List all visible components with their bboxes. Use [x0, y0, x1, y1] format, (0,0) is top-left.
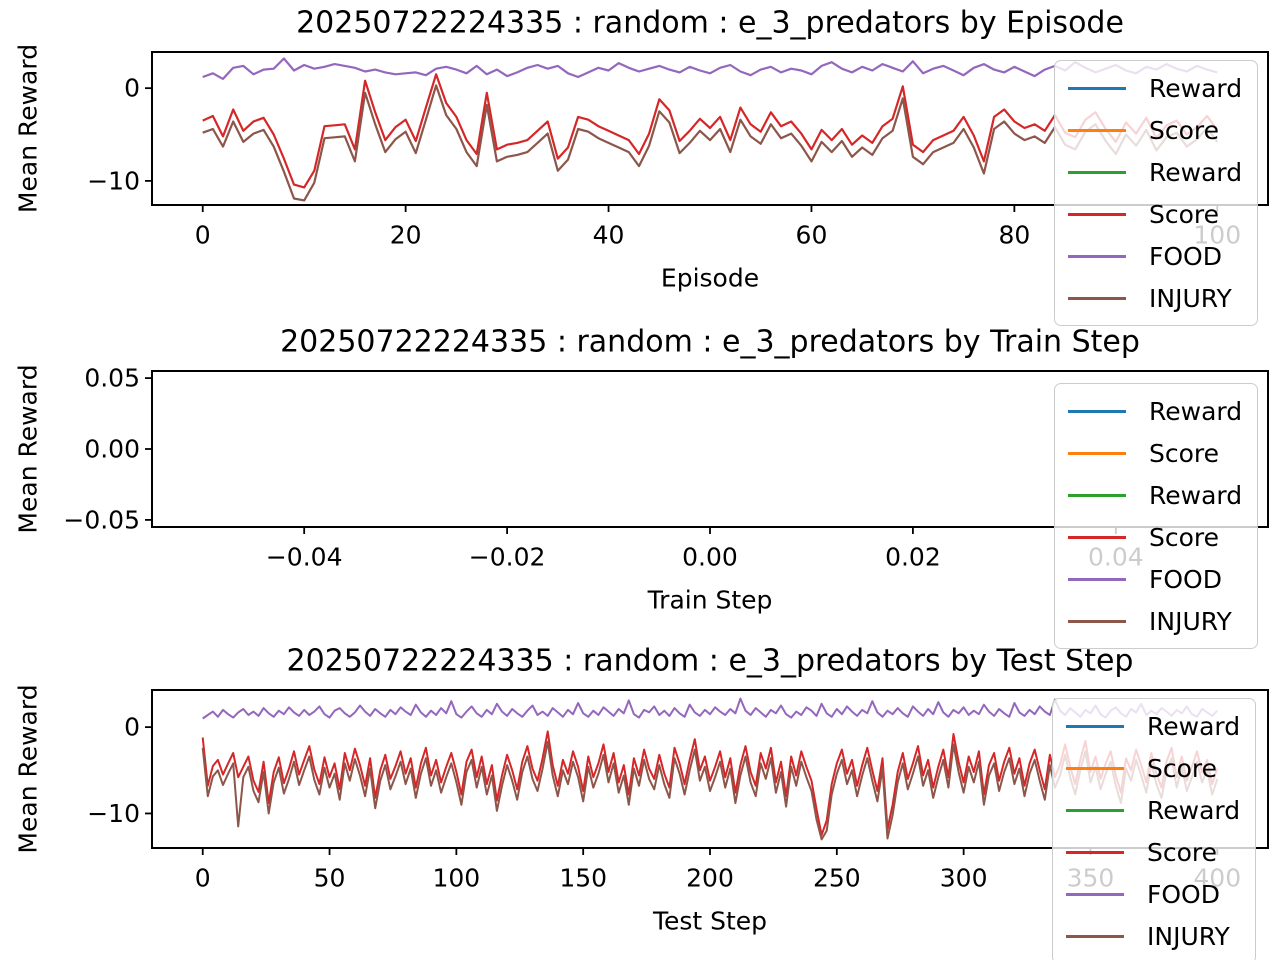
legend-label: Reward: [1149, 396, 1243, 426]
legend-line-sample-green: [1068, 493, 1126, 497]
legend-line-sample-orange: [1068, 451, 1126, 455]
x-tick-label: −0.04: [266, 543, 343, 572]
legend-item-reward: Reward: [1055, 474, 1257, 516]
y-tick-label: 0: [124, 74, 140, 103]
legend-line-sample-brown: [1068, 619, 1126, 623]
legend-line-sample-blue: [1068, 409, 1126, 413]
legend-item-score: Score: [1055, 193, 1257, 235]
legend-label: FOOD: [1149, 241, 1222, 271]
chart-title: 20250722224335 : random : e_3_predators …: [280, 325, 1140, 360]
legend-line-sample-red: [1068, 535, 1126, 539]
legend-line-sample-orange: [1068, 128, 1126, 132]
legend-item-reward: Reward: [1055, 67, 1257, 109]
x-tick-label: 0: [195, 221, 211, 250]
legend-line-sample-red: [1068, 212, 1126, 216]
x-tick-label: 0.00: [682, 543, 738, 572]
legend-label: Score: [1147, 753, 1218, 783]
chart-title: 20250722224335 : random : e_3_predators …: [296, 6, 1124, 41]
legend-line-sample-green: [1066, 808, 1124, 812]
by-train-step-legend: Reward Score Reward Score FOOD INJURY: [1054, 383, 1258, 649]
x-tick-label: 40: [593, 221, 625, 250]
legend-label: Reward: [1147, 795, 1241, 825]
legend-label: Reward: [1147, 711, 1241, 741]
legend-label: Reward: [1149, 157, 1243, 187]
legend-line-sample-red: [1066, 850, 1124, 854]
series-line-food: [202, 57, 1218, 81]
series-line-injury: [201, 740, 1219, 841]
x-tick-label: 250: [813, 864, 861, 893]
x-axis-label: Test Step: [652, 907, 767, 936]
y-tick-label: −0.05: [63, 505, 140, 534]
legend-item-score: Score: [1053, 831, 1255, 873]
by-test-step-legend: Reward Score Reward Score FOOD INJURY: [1052, 698, 1256, 960]
x-tick-label: 80: [998, 221, 1030, 250]
legend-item-reward: Reward: [1053, 789, 1255, 831]
x-axis-label: Train Step: [647, 586, 773, 615]
legend-label: INJURY: [1147, 921, 1230, 951]
legend-item-injury: INJURY: [1053, 915, 1255, 957]
legend-label: Score: [1147, 837, 1218, 867]
y-tick-label: 0.00: [84, 435, 140, 464]
legend-line-sample-brown: [1066, 934, 1124, 938]
x-tick-label: 50: [314, 864, 346, 893]
legend-line-sample-purple: [1068, 577, 1126, 581]
y-tick-label: −10: [87, 166, 140, 195]
x-tick-label: 100: [433, 864, 481, 893]
chart-title: 20250722224335 : random : e_3_predators …: [287, 644, 1134, 679]
legend-label: Score: [1149, 522, 1220, 552]
legend-line-sample-green: [1068, 170, 1126, 174]
x-tick-label: 0: [195, 864, 211, 893]
legend-label: FOOD: [1149, 564, 1222, 594]
y-tick-label: 0.05: [84, 364, 140, 393]
legend-item-reward: Reward: [1053, 705, 1255, 747]
x-tick-label: 150: [559, 864, 607, 893]
x-tick-label: 300: [940, 864, 988, 893]
x-tick-label: −0.02: [469, 543, 546, 572]
legend-label: INJURY: [1149, 606, 1232, 636]
legend-label: Score: [1149, 438, 1220, 468]
legend-label: Reward: [1149, 73, 1243, 103]
legend-item-injury: INJURY: [1055, 277, 1257, 319]
legend-item-reward: Reward: [1055, 151, 1257, 193]
legend-label: Score: [1149, 115, 1220, 145]
series-line-score: [202, 73, 1219, 189]
x-tick-label: 200: [686, 864, 734, 893]
series-line-injury: [202, 84, 1219, 202]
legend-label: INJURY: [1149, 283, 1232, 313]
legend-label: FOOD: [1147, 879, 1220, 909]
legend-item-food: FOOD: [1053, 873, 1255, 915]
by-episode-legend: Reward Score Reward Score FOOD INJURY: [1054, 60, 1258, 326]
legend-item-score: Score: [1055, 432, 1257, 474]
legend-item-food: FOOD: [1055, 235, 1257, 277]
axes-frame: [151, 51, 1269, 206]
legend-item-reward: Reward: [1055, 390, 1257, 432]
legend-line-sample-orange: [1066, 766, 1124, 770]
legend-line-sample-purple: [1066, 892, 1124, 896]
series-line-food: [202, 697, 1219, 720]
x-axis-label: Episode: [661, 264, 759, 293]
y-tick-label: −10: [87, 799, 140, 828]
y-axis-label: Mean Reward: [14, 684, 43, 853]
x-tick-label: 20: [390, 221, 422, 250]
legend-label: Reward: [1149, 480, 1243, 510]
legend-line-sample-purple: [1068, 254, 1126, 258]
legend-line-sample-blue: [1068, 86, 1126, 90]
legend-item-score: Score: [1053, 747, 1255, 789]
y-axis-label: Mean Reward: [14, 44, 43, 213]
legend-item-score: Score: [1055, 516, 1257, 558]
by-train-step-chart: −0.04−0.020.000.020.040.050.00−0.0520250…: [14, 325, 1269, 615]
x-tick-label: 60: [796, 221, 828, 250]
legend-label: Score: [1149, 199, 1220, 229]
legend-item-score: Score: [1055, 109, 1257, 151]
legend-item-injury: INJURY: [1055, 600, 1257, 642]
legend-line-sample-brown: [1068, 296, 1126, 300]
legend-item-food: FOOD: [1055, 558, 1257, 600]
x-tick-label: 0.02: [885, 543, 941, 572]
y-axis-label: Mean Reward: [14, 364, 43, 533]
y-tick-label: 0: [124, 713, 140, 742]
series-line-score: [201, 730, 1219, 836]
legend-line-sample-blue: [1066, 724, 1124, 728]
